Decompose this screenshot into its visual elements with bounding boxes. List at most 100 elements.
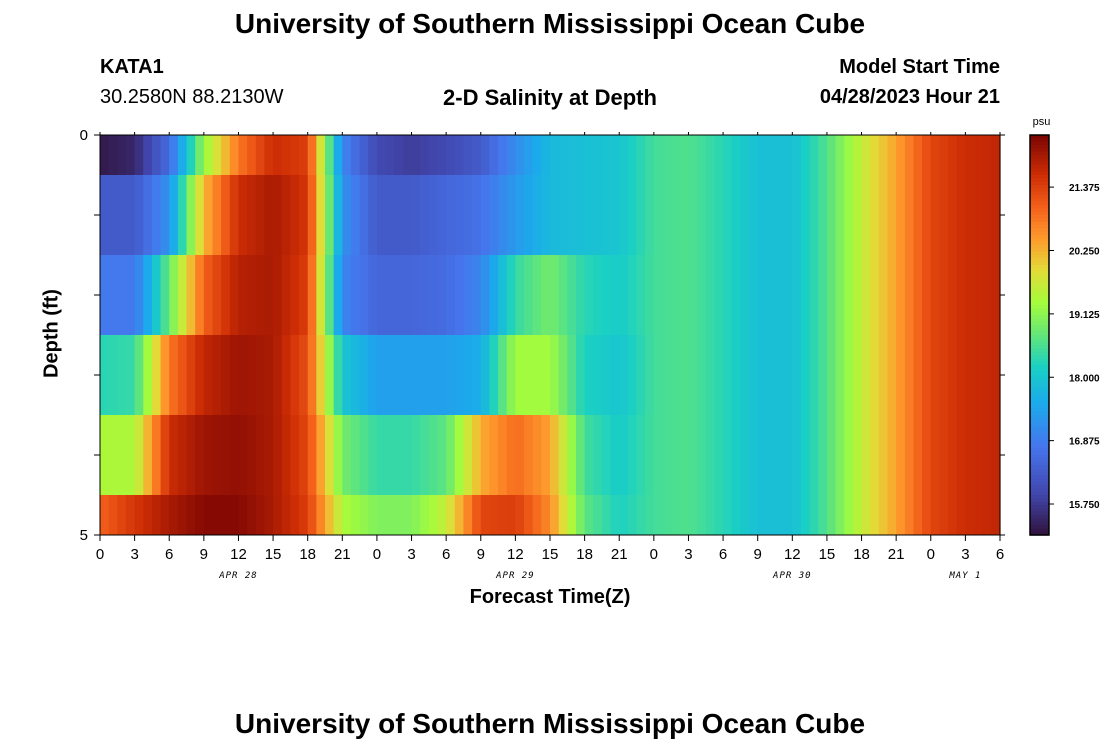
heatmap-cell (913, 335, 923, 415)
colorbar-segment (1030, 145, 1049, 149)
heatmap-cell (619, 335, 629, 415)
colorbar-segment (1030, 195, 1049, 199)
heatmap-cell (723, 495, 733, 535)
heatmap-cell (627, 255, 638, 335)
colorbar-segment (1030, 201, 1049, 206)
colorbar-segment (1030, 505, 1049, 509)
colorbar-segment (1030, 438, 1049, 443)
colorbar-segment (1030, 511, 1049, 516)
heatmap-cell (584, 135, 594, 175)
heatmap-cell (783, 495, 793, 535)
heatmap-cell (697, 135, 707, 175)
heatmap-cell (878, 175, 889, 255)
heatmap-cell (212, 175, 222, 255)
heatmap-cell (974, 255, 984, 335)
colorbar-segment (1030, 241, 1049, 246)
heatmap-cell (532, 255, 542, 335)
station-name: KATA1 (100, 56, 164, 78)
heatmap-cell (550, 415, 560, 495)
heatmap-cell (645, 495, 655, 535)
heatmap-cell (826, 175, 837, 255)
heatmap-cell (878, 135, 889, 175)
x-tick-label: 0 (96, 546, 104, 563)
colorbar-segment (1030, 375, 1049, 379)
heatmap-cell (290, 335, 300, 415)
heatmap-cell (593, 135, 603, 175)
heatmap-cell (524, 175, 534, 255)
heatmap-cell (480, 135, 491, 175)
heatmap-cell (870, 135, 880, 175)
colorbar-segment (1030, 418, 1049, 423)
colorbar-segment (1030, 501, 1049, 506)
heatmap-cell (177, 135, 188, 175)
heatmap-cell (108, 495, 118, 535)
heatmap-cell (463, 175, 473, 255)
heatmap-cell (714, 335, 724, 415)
heatmap-cell (749, 415, 759, 495)
heatmap-cell (593, 415, 603, 495)
heatmap-cell (731, 175, 741, 255)
heatmap-cell (316, 495, 326, 535)
heatmap-cell (558, 175, 568, 255)
footer-title: University of Southern Mississippi Ocean… (234, 708, 866, 739)
heatmap-cell (870, 175, 880, 255)
colorbar-segment (1030, 488, 1049, 493)
heatmap-cell (740, 175, 750, 255)
colorbar-segment (1030, 388, 1049, 393)
colorbar-segment (1030, 278, 1049, 283)
heatmap-cell (878, 335, 889, 415)
heatmap-cell (671, 135, 681, 175)
y-tick-label: 5 (80, 527, 88, 544)
heatmap-cell (844, 415, 854, 495)
heatmap-cell (991, 335, 1001, 415)
heatmap-cell (731, 495, 741, 535)
heatmap-cell (342, 415, 352, 495)
heatmap-cell (550, 135, 560, 175)
page-title: University of Southern Mississippi Ocean… (234, 8, 866, 39)
heatmap-cell (281, 335, 291, 415)
colorbar-segment (1030, 315, 1049, 319)
heatmap-cell (186, 175, 196, 255)
heatmap-cell (904, 415, 915, 495)
heatmap-cell (221, 495, 231, 535)
heatmap-cell (965, 175, 975, 255)
heatmap-cell (826, 335, 837, 415)
heatmap-cell (887, 175, 897, 255)
heatmap-cell (195, 415, 205, 495)
heatmap-cell (835, 255, 845, 335)
heatmap-cell (913, 255, 923, 335)
colorbar-tick-label: 18.000 (1069, 373, 1100, 384)
heatmap-cell (108, 415, 118, 495)
colorbar-segment (1030, 265, 1049, 269)
heatmap-cell (861, 335, 871, 415)
heatmap-cell (982, 495, 992, 535)
heatmap-cell (749, 255, 759, 335)
colorbar-segment (1030, 261, 1049, 266)
heatmap-cell (697, 335, 707, 415)
heatmap-cell (818, 255, 828, 335)
x-tick-label: 9 (477, 546, 485, 563)
colorbar-segment (1030, 328, 1049, 333)
colorbar-segment (1030, 445, 1049, 449)
heatmap-cell (766, 335, 776, 415)
heatmap-cell (195, 135, 205, 175)
colorbar-segment (1030, 295, 1049, 299)
heatmap-cell (601, 255, 612, 335)
heatmap-cell (255, 175, 266, 255)
colorbar-segment (1030, 285, 1049, 289)
heatmap-cell (826, 255, 837, 335)
heatmap-cell (671, 415, 681, 495)
heatmap-cell (775, 415, 785, 495)
x-tick-label: 0 (373, 546, 381, 563)
heatmap-cell (567, 335, 577, 415)
heatmap-cell (247, 495, 257, 535)
heatmap-cell (792, 135, 802, 175)
heatmap-cell (143, 175, 153, 255)
heatmap-cell (376, 415, 387, 495)
heatmap-cell (506, 255, 516, 335)
heatmap-cell (671, 495, 681, 535)
heatmap-cell (532, 135, 542, 175)
heatmap-cell (930, 255, 941, 335)
chart-title: 2-D Salinity at Depth (443, 85, 657, 110)
heatmap-cell (463, 495, 473, 535)
